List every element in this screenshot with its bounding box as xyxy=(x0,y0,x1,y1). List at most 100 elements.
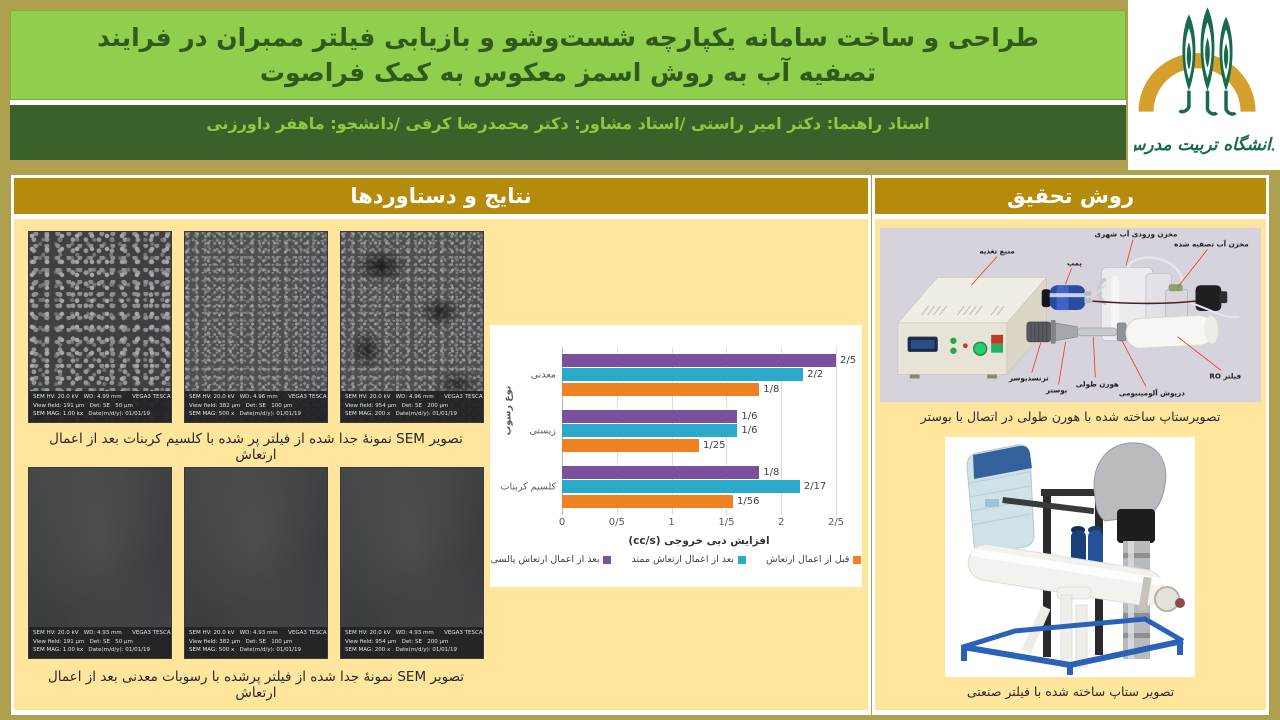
legend-swatch-icon xyxy=(853,555,862,564)
sem-caption-top: تصویر SEM نمونۀ جدا شده از فیلتر پر شده … xyxy=(49,431,463,463)
results-header: نتایج و دستاوردها xyxy=(14,178,868,214)
annotation-lines xyxy=(970,239,1222,387)
chart-category-label: زیستی xyxy=(529,425,557,437)
university-logo-icon: دانشگاه تربیت مدرس xyxy=(1134,7,1274,155)
chart-bar xyxy=(562,494,733,508)
diagram-label-treated-tank: مخزن آب تصفیه شده xyxy=(1174,239,1249,249)
chart-xtick-label: 0/5 xyxy=(608,517,625,528)
sem-image: SEM HV: 20.0 kV WD: 4.99 mm VEGA3 TESCAN… xyxy=(28,231,172,423)
chart-bar xyxy=(562,353,836,367)
legend-swatch-icon xyxy=(737,555,746,564)
title-bar: طراحی و ساخت سامانه یکپارچه شست‌وشو و با… xyxy=(10,10,1126,100)
logo-cypress-trees xyxy=(1178,7,1237,116)
barrel-tank xyxy=(966,444,1035,554)
plastic-bag-cover xyxy=(1093,442,1167,522)
chart-bar-value: 2/17 xyxy=(803,481,827,492)
chart-bar-value: 1/6 xyxy=(741,425,758,436)
advisor-bar: استاد راهنما: دکتر امیر راستی /استاد مشا… xyxy=(10,105,1126,160)
sem-image: SEM HV: 20.0 kV WD: 4.96 mm VEGA3 TESCAN… xyxy=(184,231,328,423)
chart-bar-value: 2/2 xyxy=(807,369,824,380)
black-module-illustration xyxy=(1195,285,1228,312)
sem-image: SEM HV: 20.0 kV WD: 4.93 mm VEGA3 TESCAN… xyxy=(340,467,484,659)
ultrasonic-assembly xyxy=(1026,314,1219,349)
sem-info-bar: SEM HV: 20.0 kV WD: 4.96 mm VEGA3 TESCAN… xyxy=(341,391,483,422)
chart-bar-value: 1/8 xyxy=(763,466,780,478)
chart-bar xyxy=(562,368,804,381)
method-header: روش تحقیق xyxy=(875,178,1266,214)
chart-bar xyxy=(562,480,800,493)
diagram-label-transducer: ترنسدیوسر xyxy=(1008,373,1049,382)
university-logo: دانشگاه تربیت مدرس xyxy=(1128,0,1280,170)
diagram-label-ro-filter: فیلتر RO xyxy=(1209,372,1241,381)
sem-image-row-top: SEM HV: 20.0 kV WD: 4.96 mm VEGA3 TESCAN… xyxy=(28,231,484,423)
method-caption-top: تصویرستاپ ساخته شده با هورن طولی در اتصا… xyxy=(920,409,1221,424)
chart-legend-item: قبل از اعمال ارتعاش xyxy=(766,554,862,565)
membrane-vessel xyxy=(967,544,1185,612)
setup-diagram: منبع تغذیه پمپ مخزن ورودی آب شهری مخزن آ… xyxy=(880,227,1261,403)
chart-category-label: کلسیم کربنات xyxy=(500,481,556,493)
sem-image: SEM HV: 20.0 kV WD: 4.96 mm VEGA3 TESCAN… xyxy=(340,231,484,423)
chart-bar-value: 1/8 xyxy=(763,383,780,395)
diagram-label-power-supply: منبع تغذیه xyxy=(979,246,1014,255)
diagram-label-pump: پمپ xyxy=(1067,258,1082,267)
sem-info-bar: SEM HV: 20.0 kV WD: 4.93 mm VEGA3 TESCAN… xyxy=(341,627,483,658)
tubing-lines xyxy=(1085,256,1240,319)
chart-xtick-label: 2 xyxy=(778,517,785,528)
chart-xtick-label: 2/5 xyxy=(827,517,845,528)
chart-bar-group: زیستی 1/6 1/6 1/25 xyxy=(530,403,836,459)
chart-bar-value: 1/56 xyxy=(736,495,760,507)
sem-info-bar: SEM HV: 20.0 kV WD: 4.99 mm VEGA3 TESCAN… xyxy=(29,391,171,422)
sem-caption-bottom: تصویر SEM نمونۀ جدا شده از فیلتر پرشده ب… xyxy=(47,669,465,701)
method-body: منبع تغذیه پمپ مخزن ورودی آب شهری مخزن آ… xyxy=(875,219,1266,710)
chart-legend: قبل از اعمال ارتعاش بعد از اعمال ارتعاش م… xyxy=(490,554,862,565)
logo-arch xyxy=(1138,53,1256,112)
chart-bar xyxy=(562,465,760,479)
sem-image: SEM HV: 20.0 kV WD: 4.93 mm VEGA3 TESCAN… xyxy=(184,467,328,659)
logo-text: دانشگاه تربیت مدرس xyxy=(1134,134,1274,155)
sem-info-bar: SEM HV: 20.0 kV WD: 4.93 mm VEGA3 TESCAN… xyxy=(185,627,327,658)
method-caption-bottom: تصویر ستاپ ساخته شده با فیلتر صنعتی xyxy=(966,684,1175,699)
industrial-setup-image xyxy=(945,437,1195,677)
chart-category-label: معدنی xyxy=(530,369,556,381)
power-supply-box xyxy=(897,276,1048,379)
results-title: نتایج و دستاوردها xyxy=(350,184,532,208)
chart-xtick-label: 0 xyxy=(558,517,566,528)
blue-base-frame xyxy=(961,616,1185,675)
chart-rows: معدنی 2/5 2/2 1/8 زیستی 1/6 1/6 1/25 کلسیم کربنا… xyxy=(501,347,856,515)
legend-swatch-icon xyxy=(603,555,612,564)
chart-bar-value: 1/25 xyxy=(703,439,726,451)
diagram-label-aluminum-cap: درپوش آلومینیومی xyxy=(1119,387,1185,397)
header: طراحی و ساخت سامانه یکپارچه شست‌وشو و با… xyxy=(10,10,1126,160)
poster-title: طراحی و ساخت سامانه یکپارچه شست‌وشو و با… xyxy=(97,23,1039,87)
sem-image: SEM HV: 20.0 kV WD: 4.93 mm VEGA3 TESCAN… xyxy=(28,467,172,659)
flow-rate-bar-chart: نوع رسوب معدنی 2/5 2/2 1/8 زیستی 1/6 1/6 1/25 کل… xyxy=(490,325,862,587)
advisor-line: استاد راهنما: دکتر امیر راستی /استاد مشا… xyxy=(206,114,930,133)
results-panel: نتایج و دستاوردها SEM HV: 20.0 kV WD: 4.… xyxy=(11,175,871,715)
chart-bar-value: 1/6 xyxy=(741,410,758,422)
method-panel: روش تحقیق xyxy=(872,175,1269,715)
sem-info-bar: SEM HV: 20.0 kV WD: 4.96 mm VEGA3 TESCAN… xyxy=(185,391,327,422)
sem-image-row-bottom: SEM HV: 20.0 kV WD: 4.93 mm VEGA3 TESCAN… xyxy=(28,467,484,659)
diagram-label-booster: بوستر xyxy=(1045,385,1068,394)
results-body: SEM HV: 20.0 kV WD: 4.96 mm VEGA3 TESCAN… xyxy=(14,219,868,710)
chart-legend-item: بعد از اعمال ارتعاش پالسی xyxy=(491,554,612,565)
sem-info-bar: SEM HV: 20.0 kV WD: 4.93 mm VEGA3 TESCAN… xyxy=(29,627,171,658)
chart-xticks: 0 0/5 1 1/5 2 2/5 xyxy=(558,517,844,531)
chart-x-axis-title: افزایش دبی خروجی (cc/s) xyxy=(628,535,770,547)
chart-plot-area: معدنی 2/5 2/2 1/8 زیستی 1/6 1/6 1/25 کلسیم کربنا… xyxy=(501,347,856,515)
chart-bar xyxy=(562,424,738,437)
chart-bar-group: کلسیم کربنات 1/8 2/17 1/56 xyxy=(501,459,836,515)
chart-legend-item: بعد از اعمال ارتعاش ممتد xyxy=(631,554,746,565)
chart-xtick-label: 1 xyxy=(668,517,675,528)
setup-diagram-image: منبع تغذیه پمپ مخزن ورودی آب شهری مخزن آ… xyxy=(880,227,1261,403)
chart-bar-value: 2/5 xyxy=(840,354,857,366)
chart-bar xyxy=(562,438,699,452)
diagram-label-horn: هورن طولی xyxy=(1076,379,1119,388)
diagram-label-inlet-tank: مخزن ورودی آب شهری xyxy=(1095,229,1178,239)
chart-bar-group: معدنی 2/5 2/2 1/8 xyxy=(531,347,856,403)
chart-xtick-label: 1/5 xyxy=(718,517,735,528)
industrial-setup-photo xyxy=(945,437,1195,677)
method-title: روش تحقیق xyxy=(1006,184,1135,208)
chart-bar xyxy=(562,382,760,396)
